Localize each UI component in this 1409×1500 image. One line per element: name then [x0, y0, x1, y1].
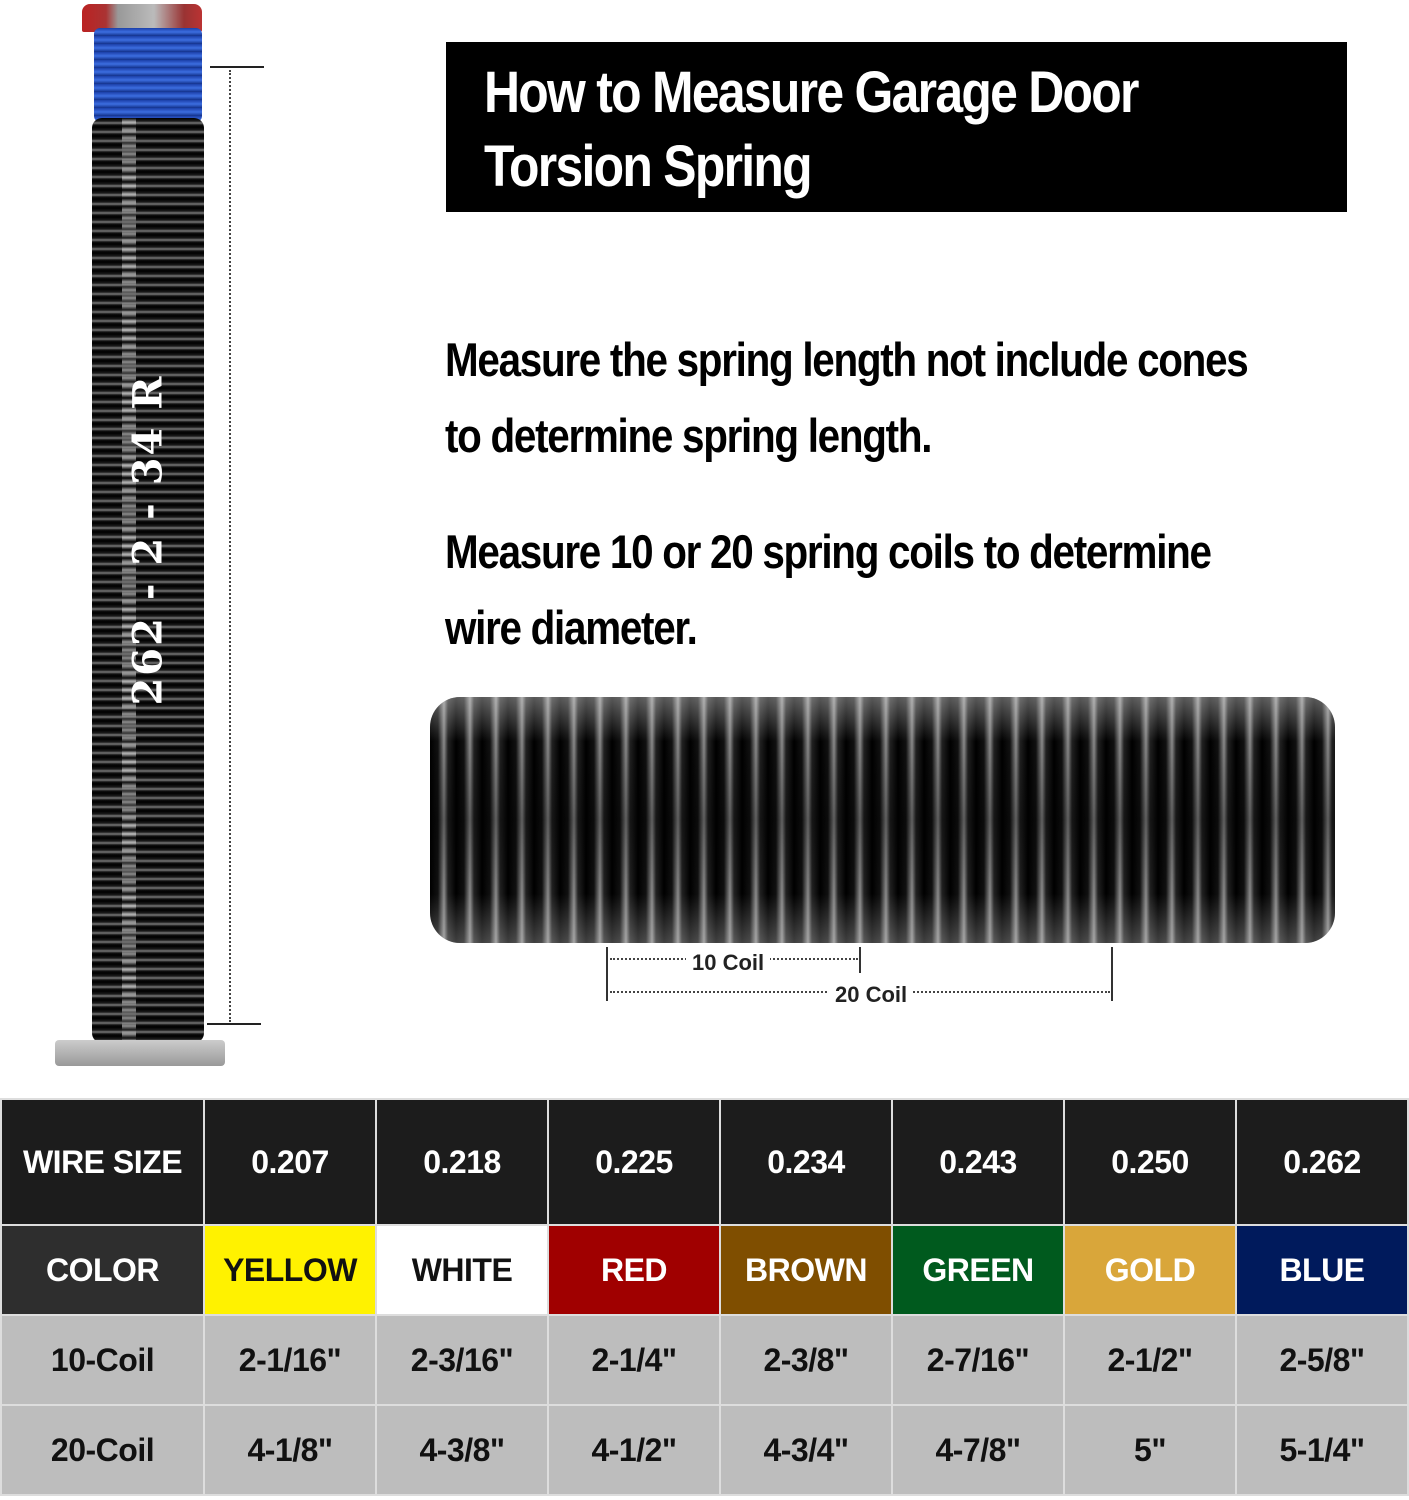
twenty-coil-cell: 4-3/4" [719, 1404, 893, 1496]
instruction-line: to determine spring length. [445, 409, 932, 462]
wire-size-cell: 0.262 [1235, 1098, 1409, 1226]
wire-instruction: Measure 10 or 20 spring coils to determi… [445, 514, 1212, 666]
instruction-line: Measure the spring length not include co… [445, 333, 1249, 386]
spring-marking: 262 - 2 - 34 R [124, 374, 172, 706]
ten-coil-cell: 2-5/8" [1235, 1314, 1409, 1406]
title-banner: How to Measure Garage Door Torsion Sprin… [446, 42, 1347, 212]
instruction-line: wire diameter. [445, 601, 698, 654]
wire-size-header: WIRE SIZE [0, 1098, 205, 1226]
wire-size-cell: 0.234 [719, 1098, 893, 1226]
ten-coil-cell: 2-1/2" [1063, 1314, 1237, 1406]
color-cell: WHITE [375, 1224, 549, 1316]
color-cell: YELLOW [203, 1224, 377, 1316]
length-top-marker [210, 66, 264, 68]
twenty-coil-label: 20 Coil [829, 982, 914, 1008]
wire-size-cell: 0.218 [375, 1098, 549, 1226]
stationary-cone-plate [55, 1040, 225, 1066]
twenty-coil-cell: 4-1/2" [547, 1404, 721, 1496]
twenty-coil-header: 20-Coil [0, 1404, 205, 1496]
color-cell: GREEN [891, 1224, 1065, 1316]
coil-start-tick [606, 947, 608, 1001]
color-header: COLOR [0, 1224, 205, 1316]
length-instruction: Measure the spring length not include co… [445, 322, 1249, 474]
color-cell: BROWN [719, 1224, 893, 1316]
color-row: COLOR YELLOW WHITE RED BROWN GREEN GOLD BLUE [0, 1224, 1409, 1316]
ten-coil-row: 10-Coil 2-1/16" 2-3/16" 2-1/4" 2-3/8" 2-7/16… [0, 1314, 1409, 1406]
color-cell: BLUE [1235, 1224, 1409, 1316]
wire-size-row: WIRE SIZE 0.207 0.218 0.225 0.234 0.243 0.250… [0, 1098, 1409, 1226]
twenty-coil-end-tick [1111, 947, 1113, 1001]
twenty-coil-cell: 4-3/8" [375, 1404, 549, 1496]
length-bottom-marker [207, 1023, 261, 1025]
ten-coil-cell: 2-3/8" [719, 1314, 893, 1406]
twenty-coil-row: 20-Coil 4-1/8" 4-3/8" 4-1/2" 4-3/4" 4-7/8" 5"… [0, 1404, 1409, 1496]
torsion-spring-image [92, 118, 204, 1043]
twenty-coil-cell: 5" [1063, 1404, 1237, 1496]
wire-size-table: WIRE SIZE 0.207 0.218 0.225 0.234 0.243 0.250… [0, 1098, 1409, 1496]
twenty-coil-cell: 5-1/4" [1235, 1404, 1409, 1496]
ten-coil-header: 10-Coil [0, 1314, 205, 1406]
color-cell: RED [547, 1224, 721, 1316]
ten-coil-end-tick [859, 947, 861, 973]
length-dotted-line [229, 70, 231, 1022]
wire-size-cell: 0.250 [1063, 1098, 1237, 1226]
ten-coil-label: 10 Coil [686, 950, 771, 976]
blue-spring-end [94, 28, 202, 122]
title-line: How to Measure Garage Door [484, 60, 1139, 125]
ten-coil-cell: 2-7/16" [891, 1314, 1065, 1406]
spring-coils-closeup-image [430, 697, 1335, 943]
wire-size-cell: 0.207 [203, 1098, 377, 1226]
wire-size-cell: 0.225 [547, 1098, 721, 1226]
page-title: How to Measure Garage Door Torsion Sprin… [484, 56, 1139, 204]
ten-coil-cell: 2-3/16" [375, 1314, 549, 1406]
wire-size-cell: 0.243 [891, 1098, 1065, 1226]
ten-coil-cell: 2-1/16" [203, 1314, 377, 1406]
title-line: Torsion Spring [484, 134, 813, 199]
twenty-coil-cell: 4-7/8" [891, 1404, 1065, 1496]
color-cell: GOLD [1063, 1224, 1237, 1316]
ten-coil-cell: 2-1/4" [547, 1314, 721, 1406]
twenty-coil-cell: 4-1/8" [203, 1404, 377, 1496]
winding-cone-image [82, 4, 202, 32]
instruction-line: Measure 10 or 20 spring coils to determi… [445, 525, 1212, 578]
